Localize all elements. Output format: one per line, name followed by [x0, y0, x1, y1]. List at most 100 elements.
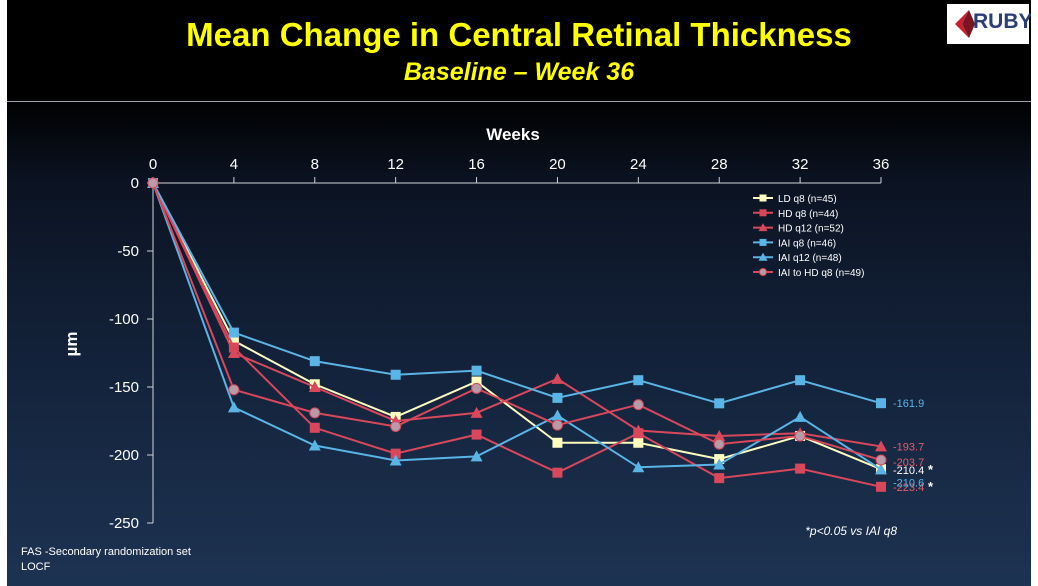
data-point	[551, 372, 564, 384]
data-point	[390, 369, 401, 380]
data-point	[759, 238, 767, 246]
data-point	[714, 473, 725, 484]
end-label: -223.4	[893, 482, 924, 494]
x-tick-label: 0	[149, 156, 157, 173]
series-line	[152, 182, 882, 448]
series-2	[147, 177, 887, 452]
data-point	[758, 252, 768, 261]
data-point	[471, 429, 482, 440]
data-point	[228, 384, 240, 396]
data-point	[308, 439, 321, 451]
data-point	[470, 450, 483, 462]
data-point	[228, 335, 239, 346]
data-point	[551, 419, 563, 431]
legend-label: IAI q12 (n=48)	[778, 253, 842, 264]
y-tick-label: -250	[109, 515, 139, 532]
data-point	[759, 268, 767, 276]
slide-subtitle: Baseline – Week 36	[403, 58, 635, 86]
data-point	[632, 424, 645, 436]
significance-star: *	[928, 479, 934, 494]
x-tick-label: 24	[630, 156, 647, 173]
data-point	[713, 438, 725, 450]
y-tick-label: -150	[109, 379, 139, 396]
data-point	[147, 177, 159, 189]
chart-axes: 0 4 8 12 16 20 24 28 32 36 0 -50 -100 -150 -200 -250	[109, 156, 889, 532]
series-line	[152, 182, 882, 471]
significance-star: *	[928, 462, 934, 477]
y-tick-label: -200	[109, 447, 139, 464]
data-point	[633, 437, 644, 448]
chart-legend: LD q8 (n=45) HD q8 (n=44) HD q12 (n=52) IAI…	[753, 194, 864, 279]
legend-label: LD q8 (n=45)	[778, 194, 837, 205]
data-point	[876, 481, 886, 492]
data-point	[552, 467, 563, 478]
data-point	[228, 327, 239, 338]
slide-header: Mean Change in Central Retinal Thickness…	[7, 0, 1031, 102]
data-point	[471, 376, 482, 387]
data-point	[552, 437, 563, 448]
data-point	[713, 429, 726, 441]
series-line	[152, 182, 882, 488]
data-point	[551, 409, 564, 421]
data-point	[875, 463, 887, 475]
x-tick-label: 16	[468, 156, 485, 173]
data-point	[759, 209, 767, 217]
legend-label: HD q8 (n=44)	[778, 209, 838, 220]
series-line	[152, 182, 882, 405]
x-tick-label: 8	[311, 156, 319, 173]
legend-label: IAI q8 (n=46)	[778, 238, 836, 249]
data-point	[759, 194, 767, 202]
chart-lines	[147, 177, 887, 492]
data-point	[309, 407, 321, 419]
series-line	[152, 182, 882, 461]
x-tick-label: 20	[549, 156, 566, 173]
end-label: -210.4	[893, 465, 924, 477]
data-point	[794, 410, 807, 422]
data-point	[389, 454, 402, 466]
x-tick-label: 36	[873, 156, 890, 173]
line-chart: 0 4 8 12 16 20 24 28 32 36 0 -50 -100 -150 -200 -250 LD…	[62, 125, 934, 538]
series-line	[152, 182, 882, 471]
end-label: -193.7	[893, 441, 924, 453]
series-1	[148, 178, 886, 492]
data-point	[713, 458, 726, 470]
data-point	[471, 365, 482, 376]
data-point	[714, 398, 725, 409]
y-axis-label: µm	[62, 332, 81, 357]
data-point	[632, 399, 644, 411]
end-label: -161.9	[893, 398, 924, 410]
data-point	[633, 375, 644, 386]
data-point	[309, 356, 320, 367]
data-point	[758, 223, 768, 232]
data-point	[875, 454, 887, 466]
data-point	[309, 422, 320, 433]
slide-title: Mean Change in Central Retinal Thickness	[186, 16, 852, 53]
series-3	[148, 178, 886, 409]
data-point	[471, 382, 483, 394]
data-point	[470, 406, 483, 418]
data-point	[308, 381, 321, 392]
y-tick-label: -100	[109, 311, 139, 328]
ruby-logo: RUBY	[947, 4, 1031, 44]
data-point	[795, 463, 806, 474]
logo-text: RUBY	[973, 10, 1031, 33]
series-0	[148, 178, 886, 475]
footer-analysis-set: FAS -Secondary randomization set	[21, 546, 191, 558]
data-point	[794, 430, 806, 442]
data-point	[227, 401, 240, 413]
y-tick-label: -50	[117, 243, 139, 260]
data-point	[227, 347, 240, 358]
series-5	[147, 177, 887, 466]
data-point	[875, 440, 887, 452]
chart-end-labels: -210.4 * -223.4 * -193.7 -161.9 -210.6 -203.7	[893, 398, 934, 494]
data-point	[795, 375, 806, 386]
x-tick-label: 28	[711, 156, 728, 173]
end-label: -210.6	[893, 477, 924, 489]
data-point	[552, 392, 563, 403]
significance-footnote: *p<0.05 vs IAI q8	[805, 524, 897, 538]
y-tick-label: 0	[131, 175, 139, 192]
series-4	[147, 177, 887, 475]
x-axis-label: Weeks	[486, 125, 540, 144]
data-point	[876, 398, 886, 409]
legend-label: HD q12 (n=52)	[778, 224, 844, 235]
